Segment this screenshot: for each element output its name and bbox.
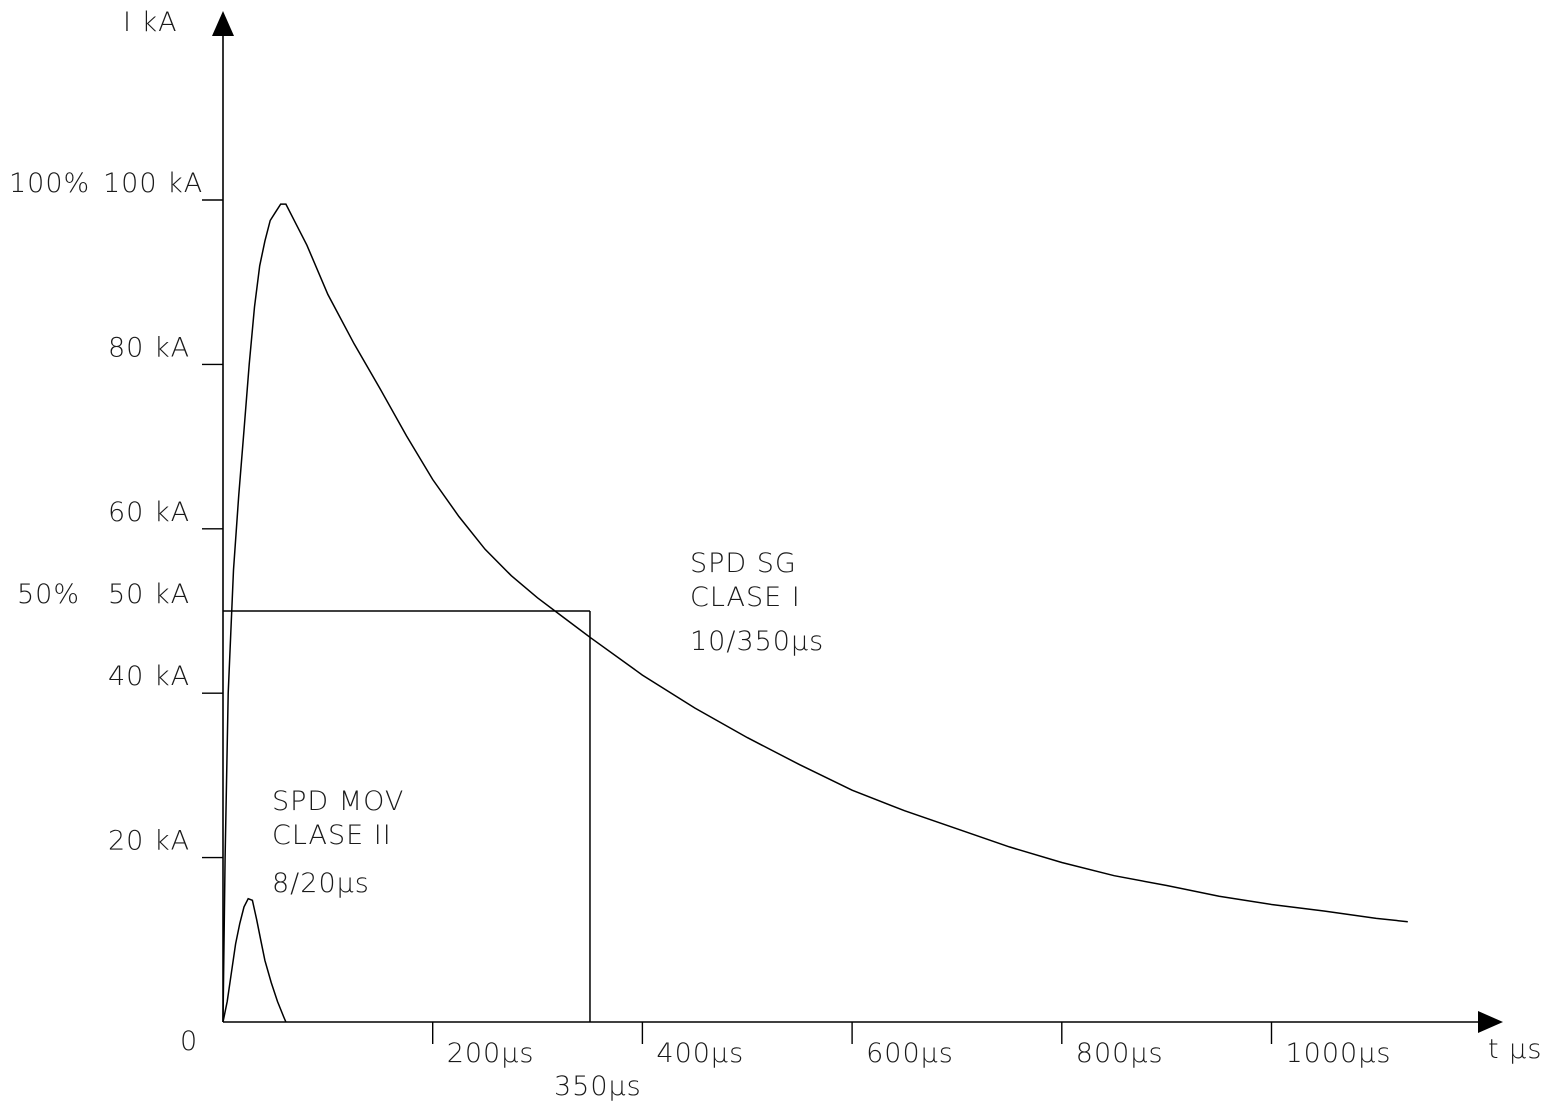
x-ticks: 200µs 400µs 600µs 800µs 1000µs <box>432 1022 1392 1069</box>
x-tick-label-600: 600µs <box>866 1038 954 1069</box>
annotation-10-350-line-1: CLASE I <box>690 582 801 613</box>
x-tick-label-200: 200µs <box>447 1038 535 1069</box>
reference-lines: 350µs <box>223 610 642 1102</box>
annotation-8-20-line-0: SPD MOV <box>272 786 404 817</box>
series-layer <box>222 203 1408 1023</box>
y-tick-label-60: 60 kA <box>108 497 190 528</box>
y-tick-label-80: 80 kA <box>108 332 190 363</box>
y-axis-title: I kA <box>123 7 178 38</box>
percent-label-50: 50% <box>17 579 80 610</box>
annotation-8-20-line-1: CLASE II <box>272 820 392 851</box>
reference-x-label: 350µs <box>554 1071 642 1102</box>
x-tick-label-800: 800µs <box>1076 1038 1164 1069</box>
y-axis-arrow <box>212 11 234 36</box>
annotation-10-350-line-2: 10/350µs <box>690 626 824 657</box>
annotation-10-350-line-0: SPD SG <box>690 548 797 579</box>
origin-label: 0 <box>180 1026 198 1057</box>
y-ticks: 20 kA 40 kA 50 kA 60 kA 80 kA 100 kA 100% 50% <box>9 168 223 859</box>
series-10-350-curve <box>222 203 1408 1023</box>
annotation-8-20-line-2: 8/20µs <box>272 868 370 899</box>
x-axis-title: t µs <box>1488 1034 1542 1065</box>
series-8-20-curve <box>222 897 287 1023</box>
x-tick-label-400: 400µs <box>656 1038 744 1069</box>
x-tick-label-1000: 1000µs <box>1286 1038 1392 1069</box>
x-axis-arrow <box>1478 1011 1503 1033</box>
y-tick-label-20: 20 kA <box>108 826 190 857</box>
y-tick-label-40: 40 kA <box>108 661 190 692</box>
y-tick-label-100: 100 kA <box>103 168 203 199</box>
percent-label-100: 100% <box>9 168 90 199</box>
y-tick-label-50: 50 kA <box>108 579 190 610</box>
